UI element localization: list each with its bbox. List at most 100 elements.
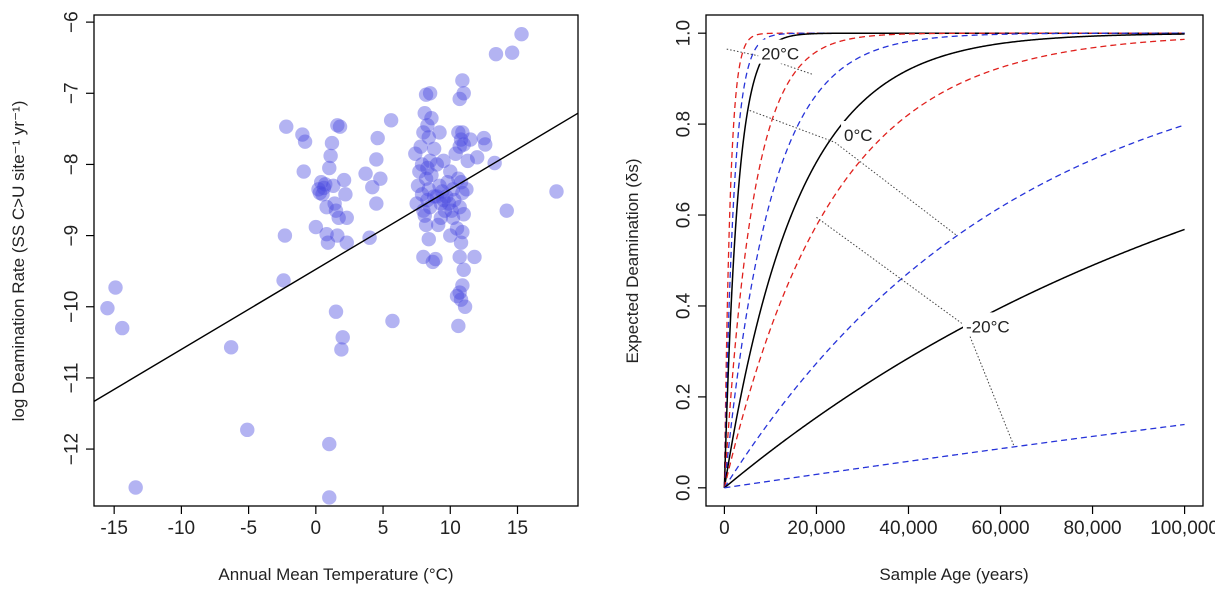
- data-point: [452, 285, 467, 300]
- data-point: [432, 125, 447, 140]
- data-point: [330, 228, 345, 243]
- data-point: [369, 152, 384, 167]
- data-point: [456, 86, 471, 101]
- red-dashed-curve: [723, 38, 1185, 488]
- data-point: [312, 185, 328, 201]
- data-point: [421, 231, 436, 247]
- data-point: [455, 278, 470, 293]
- data-point: [330, 118, 345, 133]
- data-point: [428, 251, 443, 267]
- curve-label: 20°C: [761, 45, 799, 64]
- curve-labels: 20°C 0°C -20°C: [758, 39, 1017, 337]
- data-point: [469, 150, 485, 165]
- data-point: [326, 178, 341, 193]
- data-point: [339, 210, 354, 226]
- data-point: [440, 175, 455, 190]
- x-tick-label: -15: [100, 518, 127, 539]
- data-point: [418, 171, 434, 186]
- data-point: [488, 46, 504, 62]
- data-point: [383, 113, 399, 128]
- data-point: [223, 340, 239, 355]
- guide-lines: [726, 48, 1015, 448]
- data-point: [421, 182, 436, 197]
- y-tick-label: −7: [62, 82, 83, 104]
- data-point: [322, 436, 337, 452]
- data-point: [339, 235, 354, 250]
- data-point: [322, 490, 337, 505]
- x-axis-title: Sample Age (years): [879, 565, 1028, 584]
- data-point: [318, 177, 333, 192]
- data-point: [433, 196, 449, 211]
- blue-dashed-curve: [723, 32, 1185, 488]
- data-point: [373, 171, 388, 186]
- data-point: [335, 330, 350, 345]
- y-tick-label: 1.0: [674, 20, 695, 46]
- x-axis: 0 20,000 40,000 60,000 80,000 100,000: [719, 506, 1215, 539]
- data-point: [452, 91, 467, 107]
- data-point: [433, 210, 449, 226]
- data-point: [456, 262, 471, 277]
- y-tick-label: −8: [62, 154, 83, 176]
- curves: [723, 32, 1185, 489]
- x-axis: -15 -10 -5 0 5 10 15: [100, 506, 528, 539]
- data-point: [457, 299, 473, 314]
- y-axis: −12 −11 −10 −9 −8 −7 −6: [62, 11, 94, 465]
- data-point: [444, 203, 459, 218]
- data-point: [460, 153, 475, 169]
- y-tick-label: 0.0: [674, 475, 695, 501]
- deamination-curves-panel: 20°C 0°C -20°C 0 20,000 40,000 60,000 80,000 10…: [623, 14, 1215, 584]
- data-point: [334, 342, 349, 357]
- red-dashed-curve: [723, 32, 1185, 488]
- data-point: [451, 125, 466, 140]
- data-point: [414, 157, 430, 172]
- data-point: [426, 141, 442, 156]
- data-point: [436, 153, 451, 169]
- y-axis: 0.0 0.2 0.4 0.6 0.8 1.0: [674, 20, 706, 501]
- solid-curve: [723, 228, 1185, 489]
- data-point: [322, 160, 337, 176]
- data-point: [441, 196, 457, 211]
- x-tick-label: 0: [719, 518, 730, 539]
- data-point: [323, 148, 338, 164]
- solid-curve: [723, 33, 1185, 488]
- scatter-points: [100, 27, 564, 505]
- data-point: [358, 166, 373, 181]
- x-tick-label: 80,000: [1063, 518, 1121, 539]
- data-point: [435, 184, 450, 199]
- data-point: [413, 139, 428, 154]
- data-point: [296, 164, 311, 179]
- data-point: [295, 127, 310, 142]
- data-point: [463, 132, 478, 147]
- data-point: [455, 125, 470, 140]
- label-background: [758, 39, 803, 64]
- data-point: [439, 189, 454, 204]
- data-point: [514, 27, 529, 42]
- x-tick-label: 40,000: [879, 518, 937, 539]
- red-dashed-curve: [723, 32, 1185, 488]
- regression-line: [93, 112, 579, 402]
- data-point: [453, 292, 469, 307]
- data-point: [421, 130, 436, 145]
- y-tick-label: 0.8: [674, 111, 695, 137]
- data-point: [128, 480, 143, 495]
- data-point: [416, 125, 431, 140]
- x-tick-label: 100,000: [1150, 518, 1215, 539]
- data-point: [319, 199, 334, 215]
- data-point: [414, 187, 430, 202]
- data-point: [499, 203, 514, 218]
- x-tick-label: 15: [507, 518, 528, 539]
- data-point: [430, 217, 446, 233]
- data-point: [436, 192, 451, 208]
- data-point: [316, 180, 332, 196]
- data-point: [279, 119, 294, 134]
- data-point: [328, 304, 344, 319]
- data-point: [459, 182, 474, 197]
- y-tick-label: 0.4: [674, 292, 695, 319]
- data-point: [314, 175, 329, 190]
- data-point: [422, 86, 438, 101]
- data-point: [108, 280, 123, 295]
- data-point: [447, 192, 462, 208]
- data-point: [452, 139, 467, 154]
- data-point: [452, 249, 467, 265]
